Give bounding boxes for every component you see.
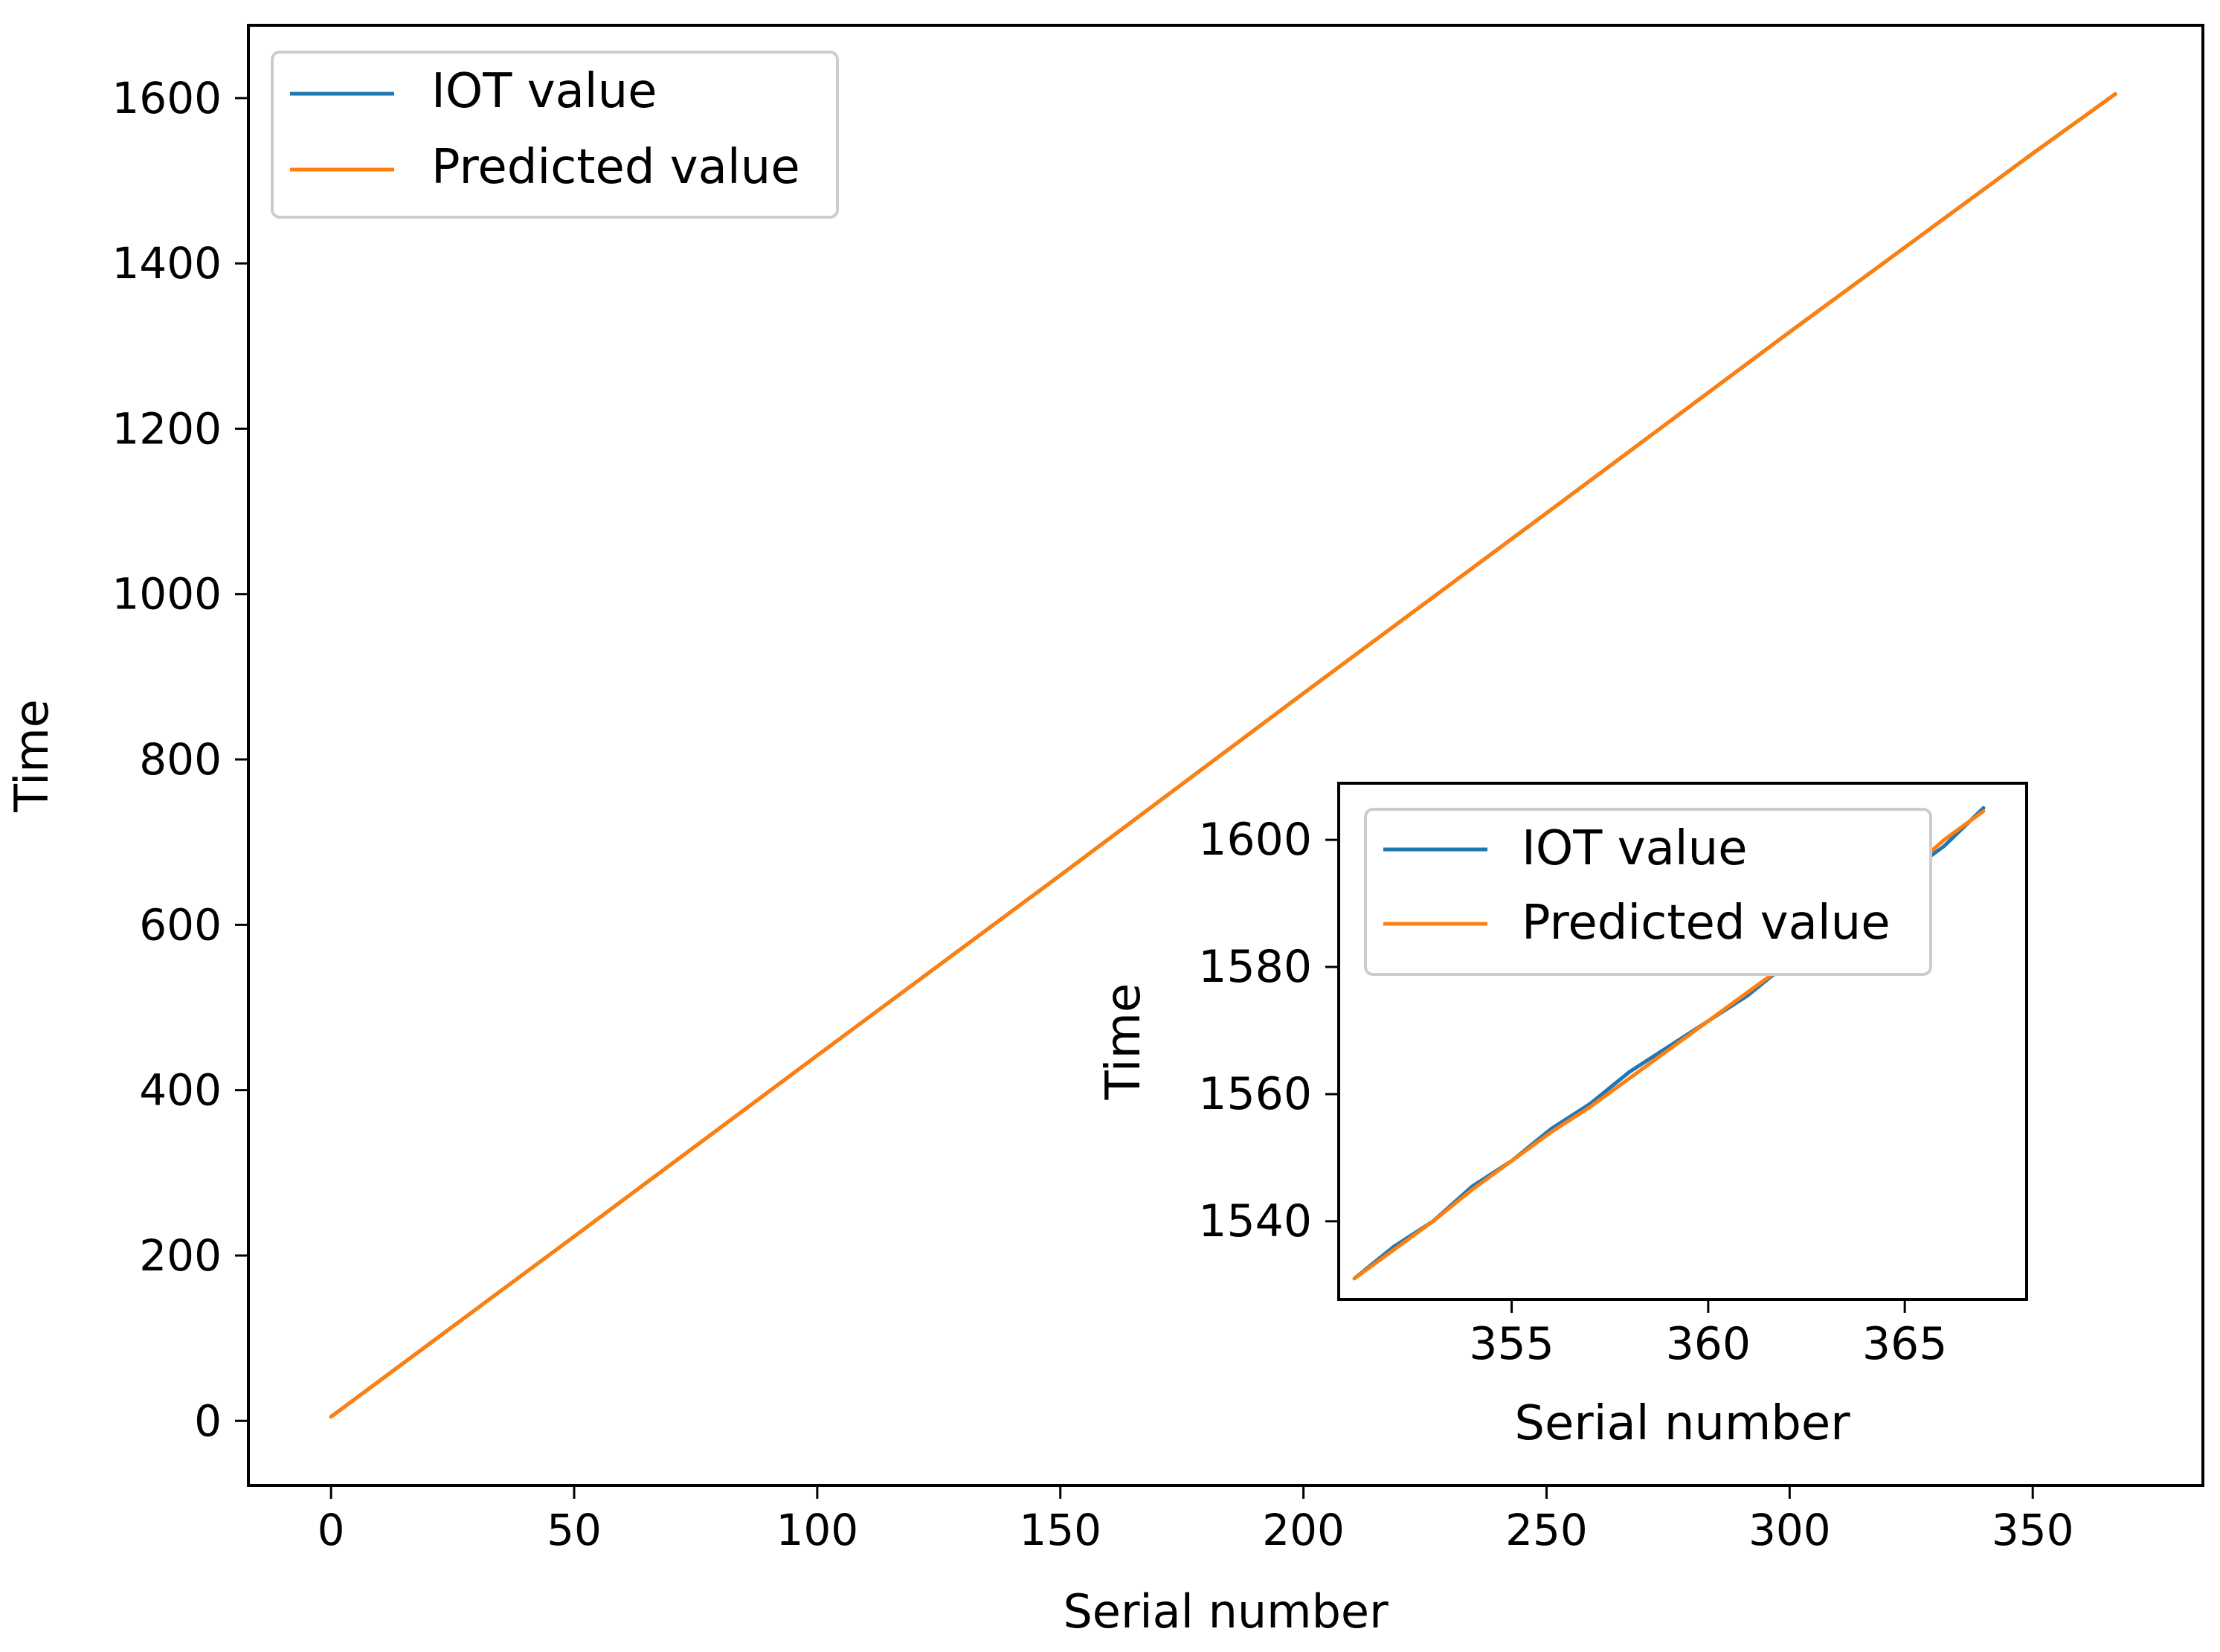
inset-y-tick-label: 1540 <box>1198 1195 1312 1247</box>
main-x-tick-label: 0 <box>318 1505 345 1555</box>
main-series-line-predicted <box>329 91 2117 1419</box>
main-x-tick-label: 100 <box>776 1505 859 1555</box>
inset-y-tick-label: 1600 <box>1198 814 1312 866</box>
main-legend-predicted-label: Predicted value <box>431 140 800 195</box>
inset-legend-iot-label: IOT value <box>1522 821 1748 876</box>
inset-y-tick-label: 1580 <box>1198 941 1312 993</box>
main-x-tick-label: 50 <box>547 1505 602 1555</box>
main-y-tick-label: 1000 <box>112 569 222 620</box>
main-y-tick-label: 1200 <box>112 403 222 454</box>
main-y-ticks: 0 200 400 600 800 1000 1200 1400 1600 <box>112 73 248 1446</box>
main-x-tick-label: 200 <box>1262 1505 1345 1555</box>
main-x-tick-label: 300 <box>1748 1505 1831 1555</box>
main-legend-iot-label: IOT value <box>431 64 657 119</box>
main-x-axis-label: Serial number <box>1063 1584 1389 1639</box>
main-y-tick-label: 0 <box>194 1395 222 1446</box>
main-legend: IOT value Predicted value <box>271 51 839 219</box>
main-y-tick-label: 600 <box>139 899 222 950</box>
main-y-tick-label: 1400 <box>112 238 222 289</box>
main-legend-box <box>271 51 839 219</box>
main-x-tick-label: 150 <box>1019 1505 1101 1555</box>
inset-y-tick-label: 1560 <box>1198 1068 1312 1120</box>
inset-legend-predicted-label: Predicted value <box>1522 896 1891 951</box>
main-plot-frame <box>247 24 2204 1487</box>
inset-x-tick-label: 360 <box>1666 1318 1751 1370</box>
inset-y-axis-label: Time <box>1096 983 1151 1101</box>
main-y-tick-label: 1600 <box>112 73 222 123</box>
main-x-tick-label: 250 <box>1505 1505 1588 1555</box>
main-y-axis-label: Time <box>4 699 59 813</box>
inset-x-axis-label: Serial number <box>1514 1396 1850 1451</box>
main-x-tick-label: 350 <box>1992 1505 2074 1555</box>
main-x-ticks: 0 50 100 150 200 250 300 350 <box>318 1485 2074 1555</box>
main-y-tick-label: 200 <box>139 1230 222 1281</box>
inset-legend: IOT value Predicted value <box>1364 808 1932 976</box>
inset-x-tick-label: 355 <box>1469 1318 1554 1370</box>
inset-y-ticks: 1540 1560 1580 1600 <box>1198 814 1339 1247</box>
inset-chart: 355 360 365 1540 1560 1580 1600 Serial number… <box>1096 782 2028 1451</box>
main-plot-lines <box>329 91 2117 1419</box>
main-y-tick-label: 400 <box>139 1065 222 1116</box>
inset-plot-frame <box>1337 782 2028 1301</box>
main-chart: 0 50 100 150 200 250 300 350 0 200 400 600 800 1000 1… <box>4 24 2204 1639</box>
inset-x-ticks: 355 360 365 <box>1469 1299 1947 1370</box>
inset-x-tick-label: 365 <box>1862 1318 1948 1370</box>
main-y-tick-label: 800 <box>139 734 222 785</box>
inset-legend-box <box>1364 808 1932 976</box>
